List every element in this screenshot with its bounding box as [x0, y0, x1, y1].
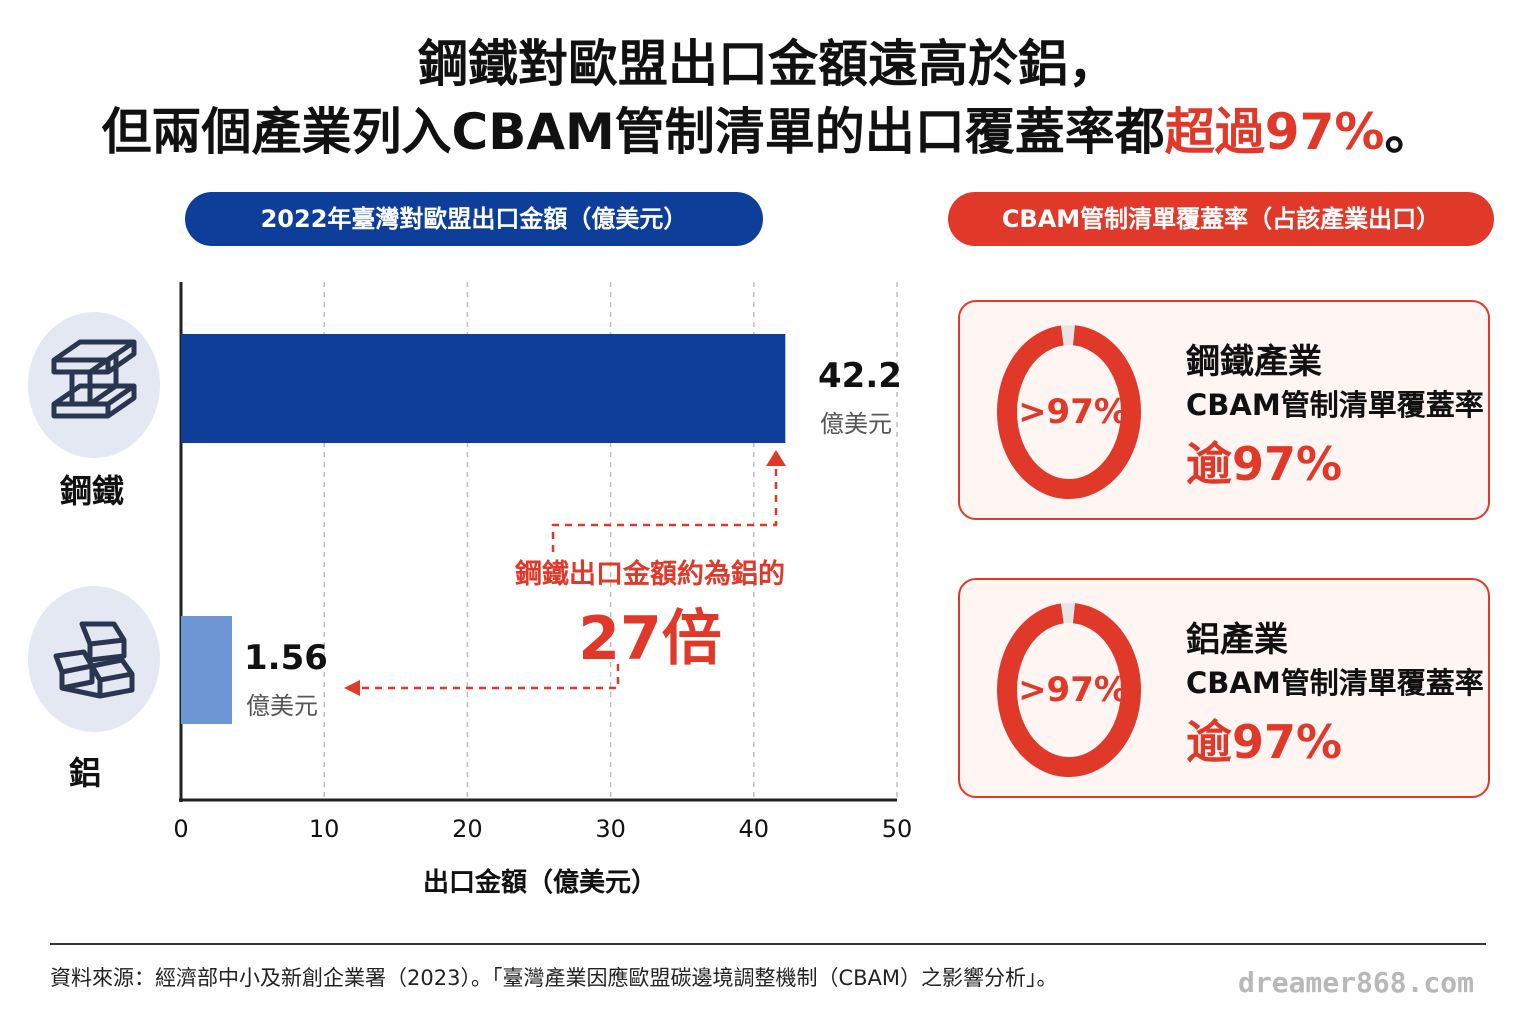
steel-icon-circle	[28, 312, 160, 458]
right-section-header: CBAM管制清單覆蓋率（占該產業出口）	[948, 192, 1494, 246]
category-label-aluminum: 鋁	[68, 754, 101, 792]
aluminum-icon-circle	[28, 586, 160, 732]
x-tick-label: 50	[881, 815, 913, 843]
arrow-line-up	[551, 462, 778, 552]
card-subtitle: CBAM管制清單覆蓋率	[1186, 666, 1484, 700]
x-axis-label: 出口金額（億美元）	[422, 868, 657, 898]
donut-arc	[997, 603, 1141, 777]
bar-aluminum	[181, 616, 232, 724]
donut-ring	[997, 325, 1141, 499]
unit-label-aluminum: 億美元	[246, 692, 318, 720]
bar-steel	[181, 334, 786, 443]
title-highlight: 超過97%	[1164, 103, 1385, 161]
ingot-stack-icon	[53, 621, 135, 699]
title-prefix: 但兩個產業列入CBAM管制清單的出口覆蓋率都	[101, 103, 1165, 161]
data-label-aluminum: 1.56	[244, 638, 328, 678]
data-label-steel: 42.2	[818, 356, 902, 396]
x-tick-label: 0	[173, 815, 189, 843]
arrowhead-up	[766, 450, 786, 466]
unit-label-steel: 億美元	[820, 410, 892, 438]
card-subtitle: CBAM管制清單覆蓋率	[1186, 388, 1484, 422]
x-tick-label: 10	[308, 815, 340, 843]
x-tick-label: 40	[738, 815, 770, 843]
x-tick-label: 30	[595, 815, 626, 843]
card-value: 逾97%	[1186, 715, 1343, 769]
card-title: 鋼鐵產業	[1186, 342, 1322, 382]
category-label-steel: 鋼鐵	[59, 472, 124, 510]
x-tick-label: 20	[452, 815, 483, 843]
arrow-line-left	[358, 664, 620, 690]
coverage-card-aluminum: >97% 鋁產業 CBAM管制清單覆蓋率 逾97%	[958, 578, 1490, 798]
comparison-annotation: 鋼鐵出口金額約為鋁的	[515, 559, 785, 590]
donut-ring	[997, 603, 1141, 777]
ring-label: >97%	[1018, 670, 1128, 710]
source-note: 資料來源：經濟部中小及新創企業署（2023）。「臺灣產業因應歐盟碳邊境調整機制（…	[50, 966, 1058, 990]
left-section-header: 2022年臺灣對歐盟出口金額（億美元）	[185, 192, 763, 246]
page-title-line2: 但兩個產業列入CBAM管制清單的出口覆蓋率都超過97%。	[0, 100, 1536, 164]
arrowhead-left	[344, 680, 360, 696]
comparison-multiplier: 27倍	[578, 604, 722, 674]
card-title: 鋁產業	[1186, 620, 1288, 660]
footer-divider	[50, 943, 1486, 945]
page-title-line1: 鋼鐵對歐盟出口金額遠高於鋁，	[418, 35, 1118, 93]
i-beam-icon	[51, 339, 137, 419]
card-value: 逾97%	[1186, 437, 1343, 491]
coverage-card-steel: >97% 鋼鐵產業 CBAM管制清單覆蓋率 逾97%	[958, 300, 1490, 520]
donut-arc	[997, 325, 1141, 499]
watermark: dreamer868.com	[1238, 966, 1475, 999]
title-suffix: 。	[1384, 103, 1435, 161]
ring-label: >97%	[1018, 392, 1128, 432]
